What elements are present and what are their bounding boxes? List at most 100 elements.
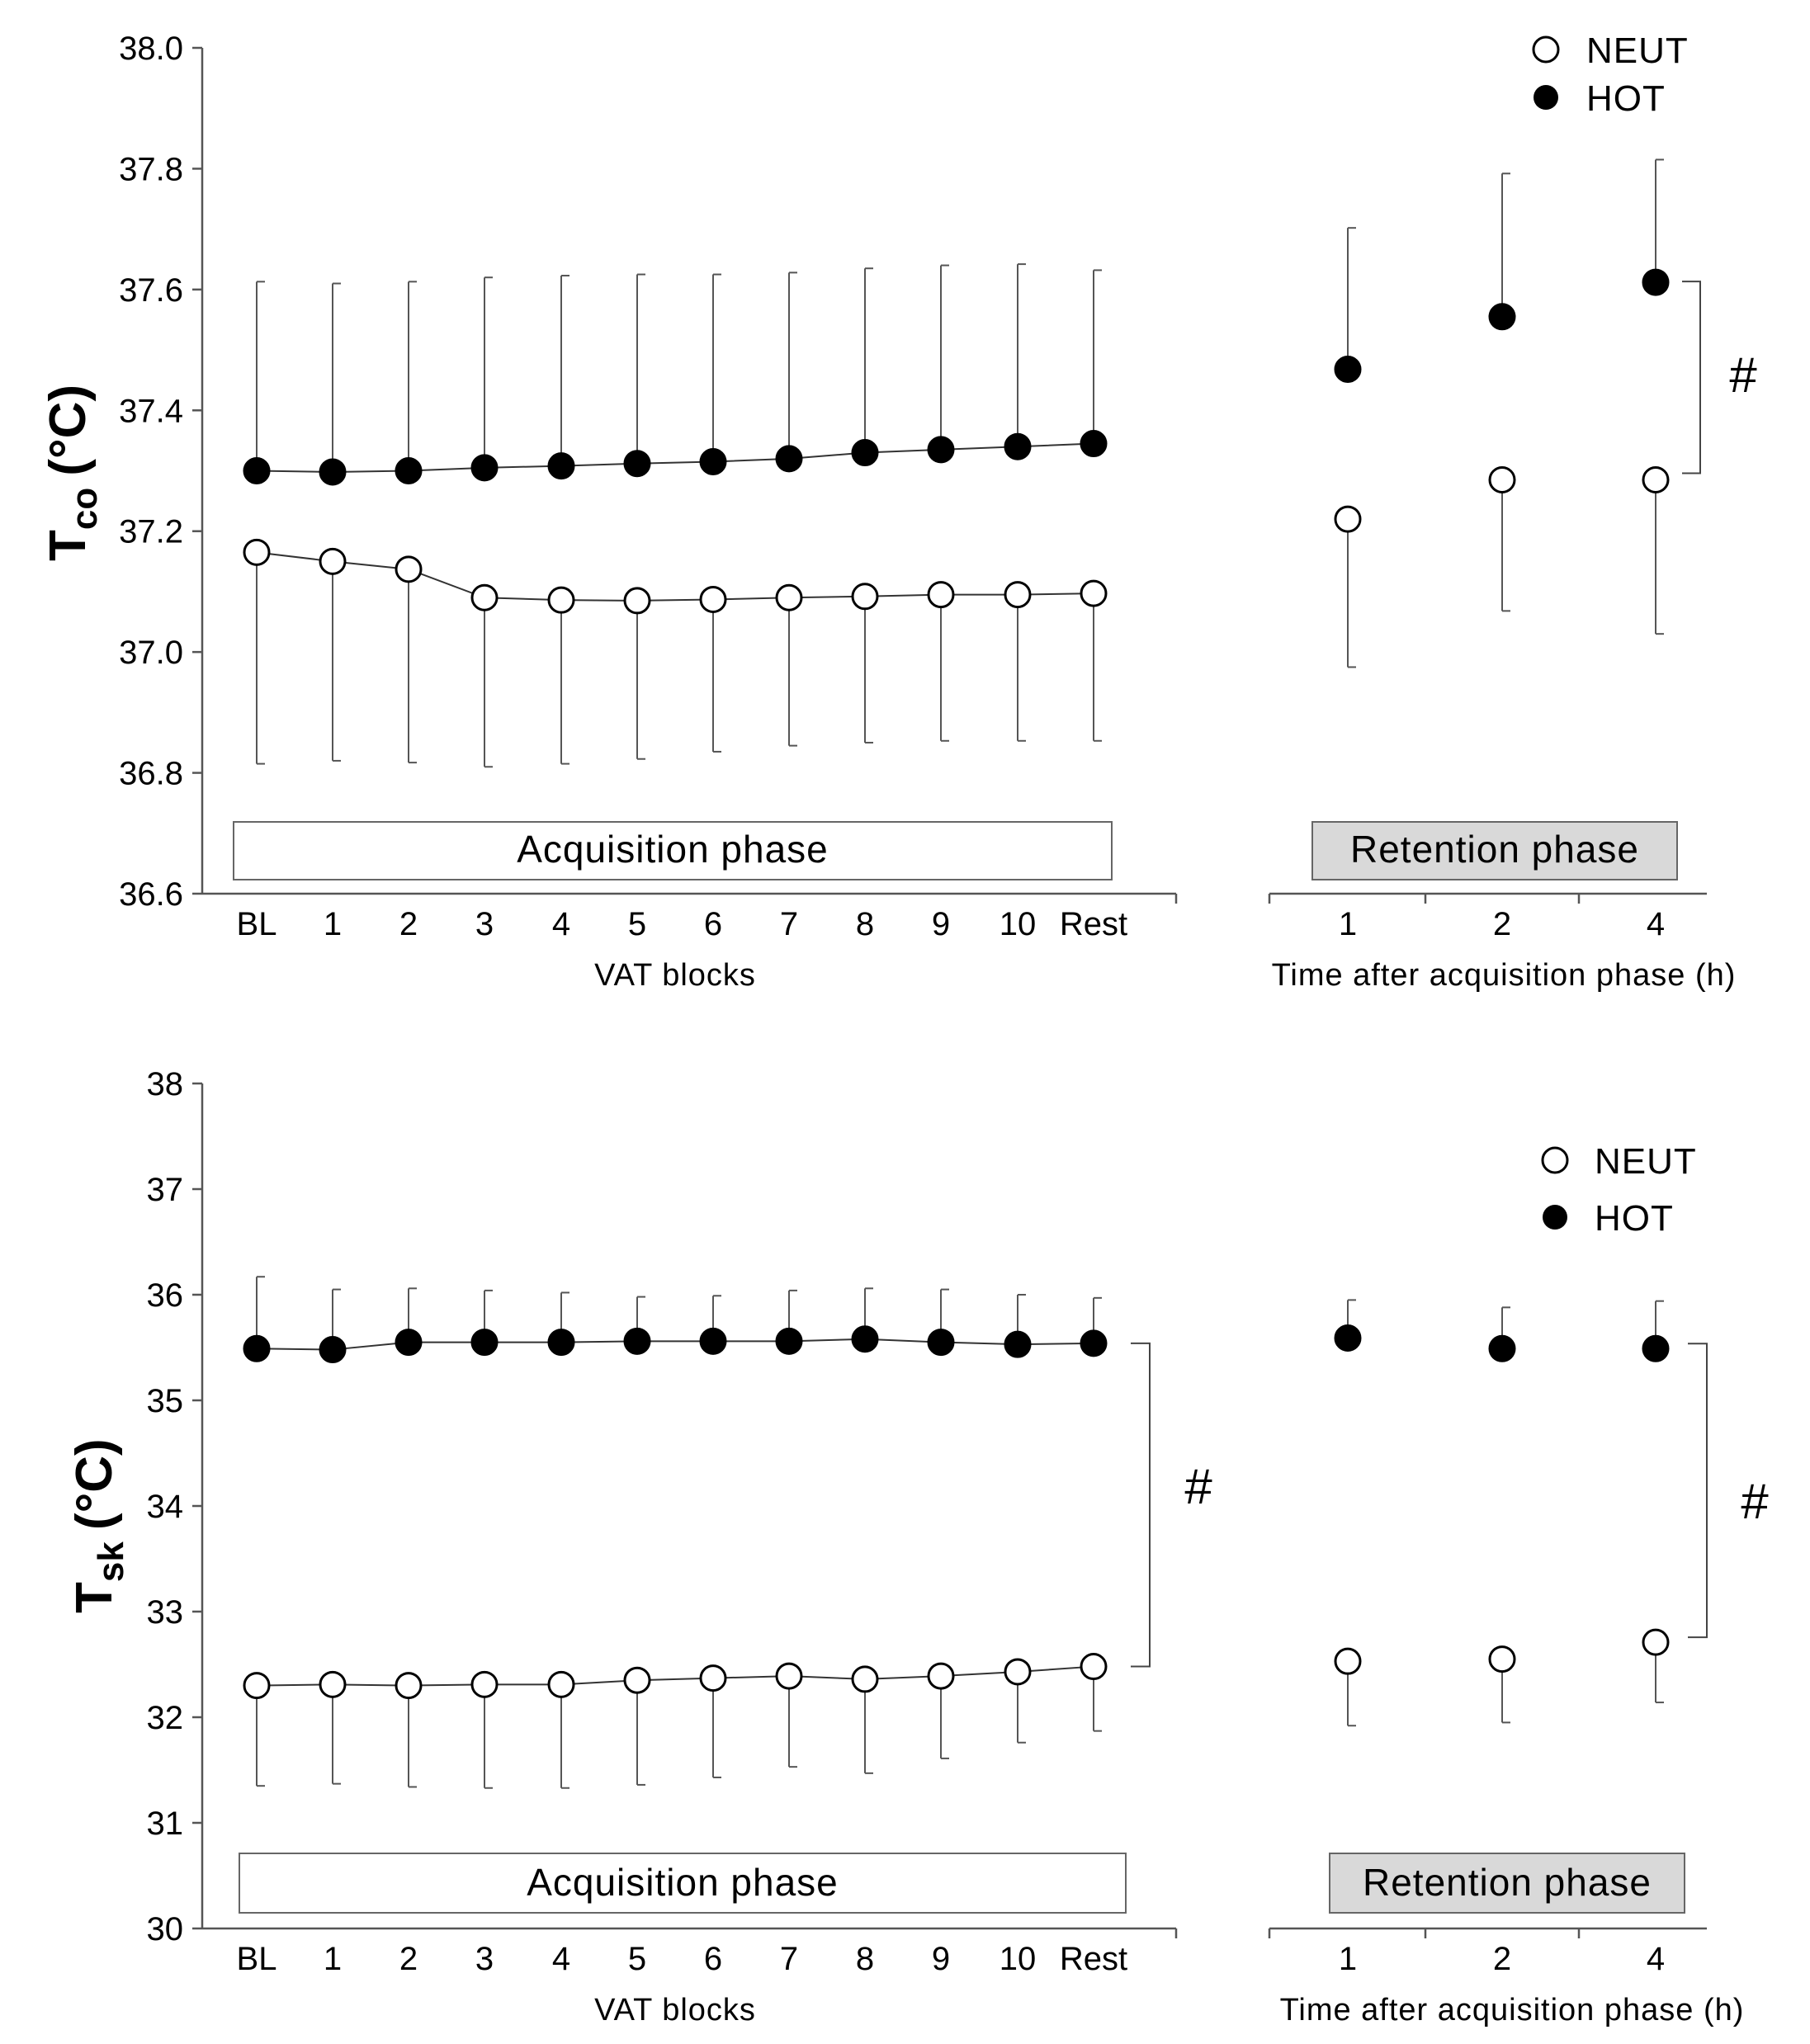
tsk-y-tick-label: 32 [147, 1700, 184, 1736]
tsk-y-label-main: T [66, 1582, 123, 1613]
tsk-ret-x-tick-label: 1 [1339, 1941, 1357, 1977]
tco-ret-x-tick-label: 1 [1339, 906, 1357, 942]
tsk-acq-x-tick-label: 4 [552, 1941, 570, 1977]
tsk-acq-neut-point [1004, 1658, 1032, 1686]
tsk-acq-x-tick-label: 9 [932, 1941, 950, 1977]
tco-acq-neut-series [243, 538, 1108, 768]
tco-ret-x-tick-label: 4 [1647, 906, 1665, 942]
tco-y-axis: 36.6 36.8 37.0 37.2 37.4 37.6 37.8 38.0 [119, 31, 204, 913]
tco-acq-hot-point [927, 436, 955, 464]
tsk-acq-neut-point [243, 1672, 271, 1700]
tsk-acq-x-label: VAT blocks [594, 1993, 756, 2027]
tsk-acq-neut-point [623, 1666, 651, 1694]
tsk-acquisition-box: Acquisition phase [239, 1853, 1127, 1914]
tsk-ret-x-tick-label: 2 [1493, 1941, 1511, 1977]
tsk-ret-significance-bracket: # [1688, 1343, 1769, 1639]
tco-acq-neut-point [1080, 579, 1108, 607]
tsk-y-label: Tsk (°C) [66, 1438, 131, 1613]
tsk-acq-x-tick-label: 10 [1000, 1941, 1037, 1977]
tco-acq-neut-point [775, 583, 803, 611]
tsk-y-tick-label: 36 [147, 1277, 184, 1314]
tco-acq-neut-point [319, 547, 347, 575]
tsk-acq-hot-point [927, 1329, 955, 1357]
tsk-ret-significance-mark: # [1741, 1474, 1769, 1529]
tco-ret-neut-point [1642, 465, 1670, 493]
tsk-acq-hot-point [1004, 1330, 1032, 1358]
tsk-legend: NEUT HOT [1541, 1141, 1696, 1239]
tco-acq-hot-point [243, 457, 271, 484]
tsk-ret-x-axis: 1 2 4 Time after acquisition phase (h) [1268, 1927, 1745, 2027]
tsk-y-tick-label: 37 [147, 1172, 184, 1208]
tco-acq-hot-point [851, 439, 879, 467]
tsk-ret-neut-point [1642, 1628, 1670, 1656]
tsk-legend-neut-marker [1541, 1146, 1569, 1174]
tco-y-label: Tco (°C) [40, 385, 105, 561]
tsk-acq-neut-series [243, 1653, 1108, 1789]
tsk-legend-hot-marker [1543, 1205, 1567, 1230]
tsk-acq-neut-point [395, 1672, 423, 1700]
tco-legend-hot-marker [1534, 85, 1558, 110]
tco-ret-neut-series [1334, 465, 1670, 668]
tco-y-label-unit: (°C) [40, 385, 97, 476]
tco-acq-hot-point [1004, 432, 1032, 460]
tsk-y-tick-label: 33 [147, 1594, 184, 1631]
tco-ret-x-label: Time after acquisition phase (h) [1272, 958, 1737, 993]
tco-acq-x-tick-label: 9 [932, 906, 950, 942]
tco-acq-x-tick-label: 4 [552, 906, 570, 942]
tsk-ret-hot-point [1642, 1334, 1670, 1362]
tsk-acq-x-tick-label: 6 [704, 1941, 722, 1977]
tsk-acq-neut-line [256, 1665, 1094, 1687]
tco-y-tick-label: 38.0 [119, 31, 183, 67]
tsk-acq-x-tick-label: 3 [475, 1941, 494, 1977]
tco-acq-hot-point [319, 458, 347, 486]
tco-acq-hot-point [547, 452, 575, 480]
tco-acquisition-box: Acquisition phase [233, 821, 1113, 880]
tco-acq-hot-line [256, 442, 1094, 473]
tsk-acq-hot-point [775, 1327, 803, 1355]
tsk-acq-hot-point [243, 1334, 271, 1362]
tco-acq-x-tick-label: Rest [1060, 906, 1127, 942]
tsk-ret-neut-series [1334, 1628, 1670, 1727]
tco-retention-label: Retention phase [1350, 828, 1639, 871]
tsk-ret-x-tick-label: 4 [1647, 1941, 1665, 1977]
tsk-ret-x-label: Time after acquisition phase (h) [1280, 1993, 1745, 2027]
tco-legend-neut: NEUT [1586, 31, 1689, 71]
panel-tco: 36.6 36.8 37.0 37.2 37.4 37.6 37.8 38.0 Tco (°C)… [40, 31, 1757, 993]
tsk-acq-neut-point [851, 1665, 879, 1693]
tsk-acq-significance-bracket: # [1131, 1342, 1212, 1668]
tsk-y-tick-label: 38 [147, 1066, 184, 1102]
tco-acq-hot-point [623, 450, 651, 478]
tco-acq-hot-point [1080, 430, 1108, 458]
tsk-y-label-unit: (°C) [66, 1438, 123, 1530]
tco-ret-neut-point [1334, 505, 1362, 533]
tsk-acq-x-tick-label: BL [237, 1941, 277, 1977]
tsk-y-tick-label: 30 [147, 1911, 184, 1947]
tco-significance-mark: # [1729, 347, 1757, 403]
tco-acq-x-tick-label: 10 [1000, 906, 1037, 942]
tsk-acq-neut-point [470, 1670, 499, 1698]
tsk-acq-significance-mark: # [1184, 1459, 1212, 1514]
tsk-ret-neut-point [1488, 1645, 1516, 1673]
tsk-acq-x-tick-label: 1 [324, 1941, 342, 1977]
tsk-acq-neut-point [927, 1662, 955, 1690]
tco-acq-neut-point [851, 583, 879, 611]
tco-y-label-sub: co [64, 488, 105, 530]
tsk-acq-neut-point [547, 1670, 575, 1698]
tco-acq-x-tick-label: 1 [324, 906, 342, 942]
tsk-y-tick-label: 35 [147, 1383, 184, 1419]
tsk-acq-x-axis: BL 1 2 3 4 5 6 7 8 9 10 Rest VAT blocks [202, 1927, 1178, 2027]
tsk-legend-hot: HOT [1595, 1198, 1674, 1239]
tco-acq-neut-point [927, 581, 955, 609]
tsk-ret-hot-point [1334, 1324, 1362, 1352]
tsk-acq-neut-point [1080, 1653, 1108, 1681]
tco-y-tick-label: 37.8 [119, 151, 183, 187]
tco-ret-x-tick-label: 2 [1493, 906, 1511, 942]
tco-acq-x-tick-label: 3 [475, 906, 494, 942]
tsk-acq-hot-point [851, 1325, 879, 1353]
tsk-acq-x-tick-label: 2 [399, 1941, 418, 1977]
tsk-retention-box: Retention phase [1329, 1853, 1685, 1914]
tco-y-tick-label: 36.8 [119, 756, 183, 792]
tsk-acq-hot-point [699, 1327, 727, 1355]
tco-acq-hot-point [470, 454, 499, 482]
tco-acq-neut-line [256, 551, 1094, 602]
